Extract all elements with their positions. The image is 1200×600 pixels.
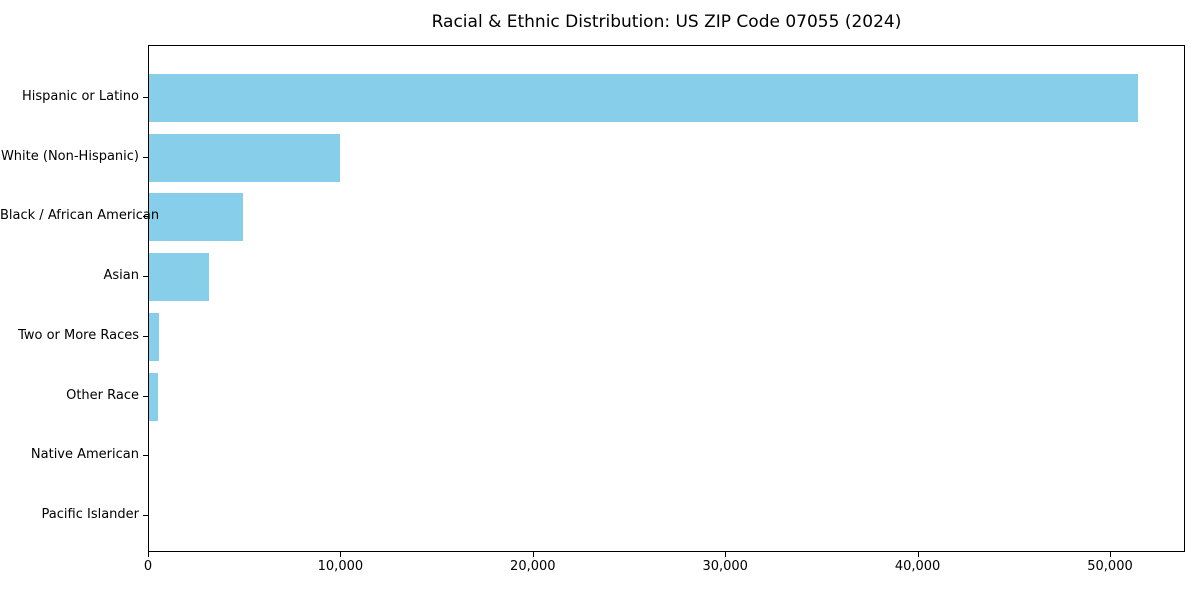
x-tick-label-10000: 10,000 [317,559,364,574]
y-tick-mark [143,514,148,516]
x-tick-label-50000: 50,000 [1087,559,1133,574]
y-tick-label-other-race: Other Race [66,387,139,403]
y-tick-label-pacific-islander: Pacific Islander [41,506,139,522]
y-tick-mark [143,97,148,98]
plot-area [148,45,1185,552]
y-tick-mark [143,216,148,218]
bar-two-or-more-races [149,312,160,361]
y-tick-mark [143,335,148,337]
y-tick-label-black-african-american: Black / African American [0,208,160,224]
y-tick-label-hispanic-or-latino: Hispanic or Latino [21,89,139,104]
y-tick-mark [143,395,148,397]
y-tick-mark [143,156,148,158]
x-tick-mark [725,552,727,557]
bar-asian [149,253,209,302]
y-tick-mark [143,276,148,278]
bar-hispanic-or-latino [149,74,1138,122]
x-tick-mark [917,552,919,557]
x-tick-label-40000: 40,000 [894,559,941,574]
bar-other-race [149,372,158,421]
y-tick-label-white-non-hispanic: White (Non-Hispanic) [0,148,139,164]
x-tick-label-0: 0 [143,559,153,574]
bar-white-non-hispanic [149,133,340,182]
x-tick-label-30000: 30,000 [702,559,748,574]
y-tick-label-native-american: Native American [30,447,139,463]
y-tick-label-two-or-more-races: Two or More Races [18,327,139,343]
y-tick-label-asian: Asian [103,268,139,284]
x-tick-mark [148,552,149,557]
y-tick-mark [143,455,148,457]
x-tick-mark [340,552,342,557]
chart-title: Racial & Ethnic Distribution: US ZIP Cod… [431,12,902,32]
x-tick-label-20000: 20,000 [510,559,556,574]
x-tick-mark [1110,552,1111,557]
bar-black-african-american [149,193,244,242]
x-tick-mark [532,552,534,557]
